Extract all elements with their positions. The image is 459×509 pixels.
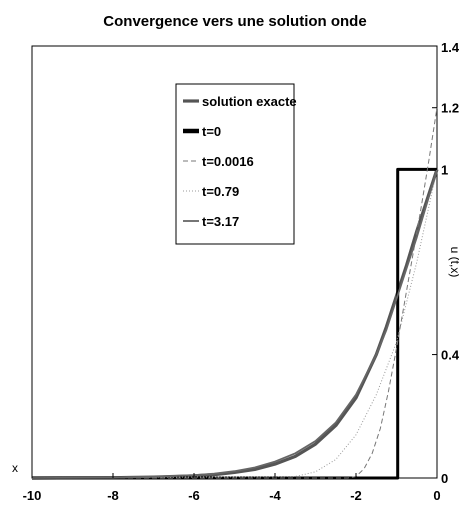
legend-label-4: t=3.17 (202, 214, 239, 229)
x-tick-label: -4 (269, 488, 281, 503)
y-tick-label: 1 (441, 162, 448, 177)
x-axis-label: x (12, 461, 18, 475)
y-tick-label: 1.2 (441, 101, 459, 116)
legend-label-1: t=0 (202, 124, 221, 139)
y-tick-label: 0 (441, 471, 448, 486)
x-axis-ticks: -10 -8 -6 -4 -2 0 (23, 473, 441, 503)
legend-label-2: t=0.0016 (202, 154, 254, 169)
legend-label-3: t=0.79 (202, 184, 239, 199)
series-line-1 (32, 167, 437, 480)
y-tick-label: 1.4 (441, 40, 459, 55)
x-tick-label: 0 (433, 488, 440, 503)
x-tick-label: -8 (107, 488, 119, 503)
y-tick-label: 0.4 (441, 348, 459, 363)
x-tick-label: -10 (23, 488, 42, 503)
chart-title: Convergence vers une solution onde (103, 13, 366, 30)
legend: solution exacte t=0 t=0.0016 t=0.79 t=3.17 (175, 83, 297, 245)
x-tick-label: -2 (350, 488, 362, 503)
legend-label-0: solution exacte (202, 94, 297, 109)
legend-box (175, 83, 295, 245)
y-axis-label: u (t,x) (448, 247, 459, 278)
x-tick-label: -6 (188, 488, 200, 503)
series-line-3 (31, 169, 438, 479)
y-axis-ticks: 0 0.4 1 1.2 1.4 (432, 40, 459, 486)
